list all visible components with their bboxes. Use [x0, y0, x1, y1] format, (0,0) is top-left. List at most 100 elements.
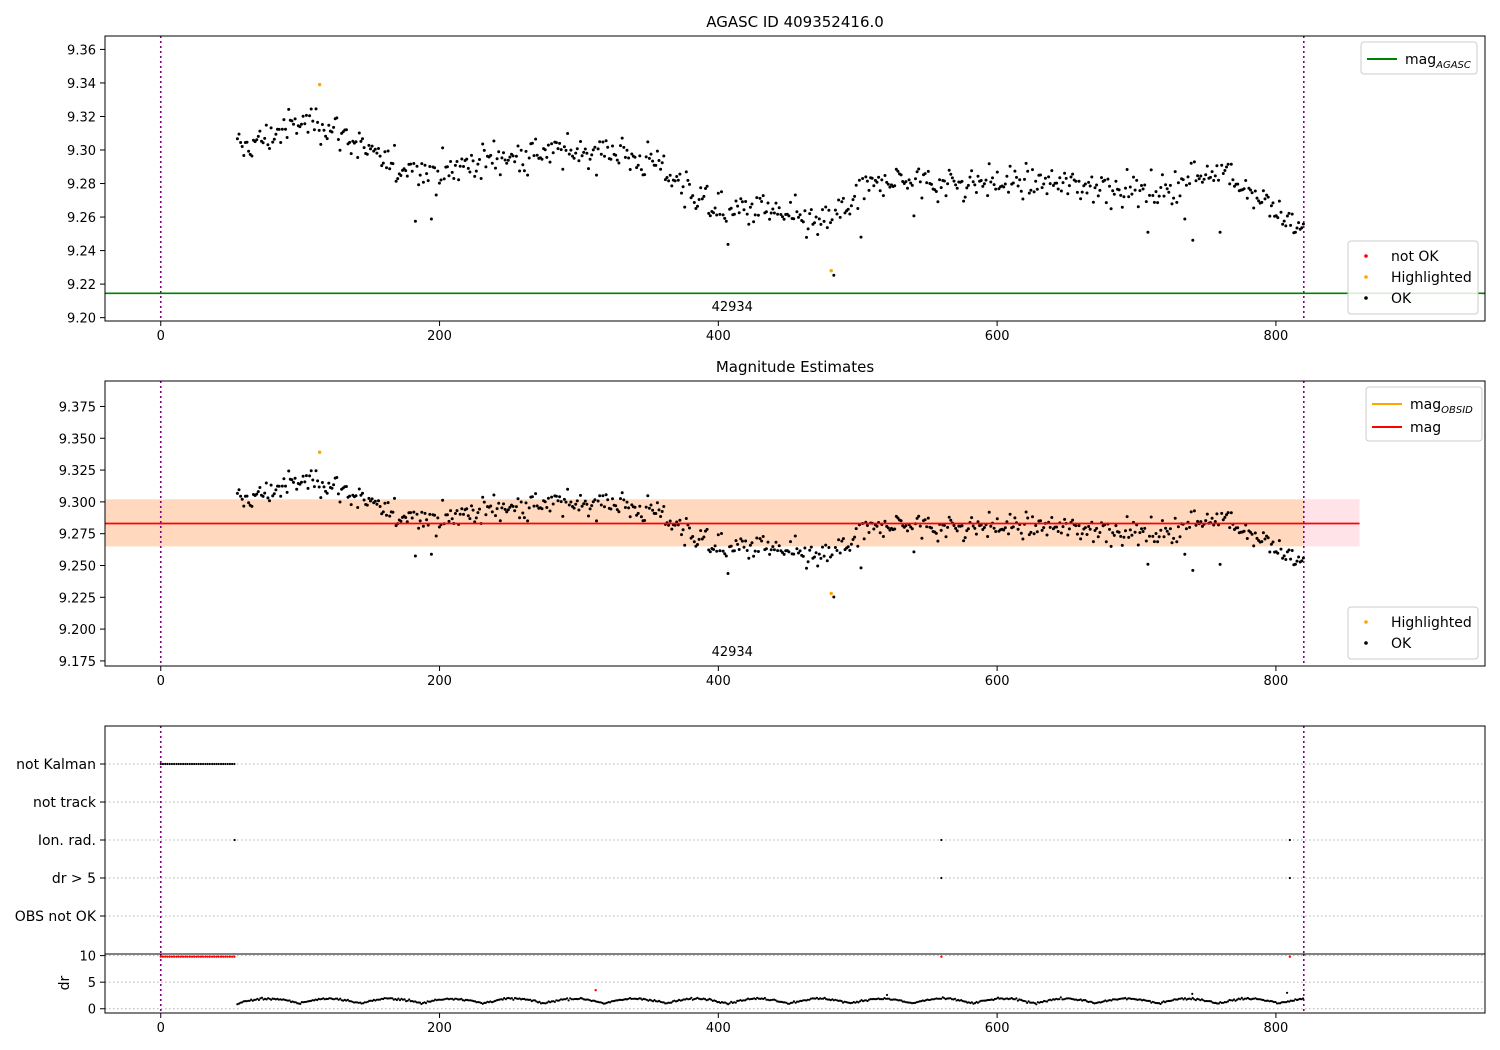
ok-point	[599, 152, 603, 156]
ok-point	[1287, 211, 1291, 215]
ok-point	[829, 221, 832, 225]
ok-point	[782, 217, 786, 221]
ok-point	[1117, 188, 1121, 192]
ok-point	[574, 151, 578, 155]
flag-point	[233, 838, 236, 842]
dr-point	[688, 997, 691, 1001]
ok-point	[473, 174, 477, 178]
dr-point	[1292, 999, 1295, 1002]
dr-point	[585, 998, 589, 1001]
ok-point	[465, 157, 469, 161]
y-tick-label: 9.325	[59, 464, 96, 479]
flag-points	[159, 762, 1291, 880]
ok-point	[354, 494, 358, 498]
ok-point	[1205, 164, 1209, 168]
legend-label: OK	[1391, 291, 1412, 307]
dr-point	[976, 1001, 980, 1004]
ok-point	[441, 146, 445, 150]
ok-point	[375, 151, 379, 155]
dr-point	[391, 997, 394, 1000]
ok-point	[768, 552, 772, 556]
ok-point	[409, 162, 413, 166]
flag-row-label: OBS not OK	[15, 909, 97, 925]
ok-point	[348, 494, 352, 498]
ok-point	[468, 517, 472, 521]
ok-point	[543, 500, 547, 504]
ok-point	[667, 523, 671, 527]
flag-point	[197, 762, 200, 766]
ok-point	[832, 595, 836, 599]
ok-point	[883, 519, 887, 523]
dr-point	[1082, 999, 1085, 1002]
ok-point	[1164, 183, 1168, 187]
ok-point	[625, 148, 629, 152]
ok-point	[505, 510, 509, 514]
legend-label: Highlighted	[1391, 615, 1472, 631]
ok-point	[1111, 189, 1115, 193]
ok-point	[481, 142, 485, 146]
dr-point	[940, 997, 943, 1000]
y-tick-label: 9.175	[59, 655, 96, 670]
ok-point	[1079, 537, 1083, 541]
dr-point	[566, 997, 569, 1000]
dr-point	[670, 1001, 673, 1004]
dr-clipped-point	[179, 955, 182, 958]
ok-point	[404, 516, 408, 519]
ok-point	[450, 517, 454, 521]
ok-point	[445, 513, 449, 517]
ok-point	[960, 524, 964, 528]
ok-point	[503, 158, 507, 162]
ok-point	[369, 499, 372, 503]
ok-point	[696, 204, 699, 208]
x-tick-label: 0	[157, 329, 165, 344]
flag-labels: not Kalman not track Ion. rad. dr > 5 OBS no…	[15, 757, 105, 925]
ok-point	[1293, 562, 1297, 566]
ok-point	[264, 123, 268, 127]
ok-point	[466, 514, 470, 518]
ok-point	[327, 123, 331, 127]
ok-point	[489, 504, 493, 508]
ok-point	[872, 184, 876, 188]
ok-point	[1133, 530, 1137, 534]
dr-point	[475, 1001, 478, 1004]
dr-point	[823, 996, 826, 1000]
ok-point	[595, 519, 598, 523]
dr-point	[1159, 1002, 1162, 1006]
ok-point	[939, 528, 943, 532]
ok-point	[886, 182, 890, 186]
ok-point	[954, 183, 958, 187]
ok-point	[1013, 516, 1017, 520]
x-tick-label: 800	[1263, 674, 1288, 689]
ok-point	[336, 138, 340, 141]
dr-point	[420, 1002, 423, 1006]
ok-point	[524, 149, 528, 153]
ok-point	[301, 474, 305, 478]
ok-point	[545, 506, 549, 509]
ok-point	[471, 159, 475, 163]
ok-point	[1293, 230, 1297, 234]
ok-point	[689, 196, 693, 200]
ok-point	[332, 483, 336, 487]
ok-point	[718, 212, 722, 216]
ok-point	[646, 494, 650, 498]
ok-point	[1266, 195, 1270, 199]
ok-point	[316, 120, 320, 124]
dr-clipped-point	[206, 955, 209, 958]
ok-point	[256, 134, 260, 138]
ok-point	[1083, 182, 1087, 186]
dr-point	[460, 997, 463, 1000]
ok-point	[825, 559, 829, 563]
ok-point	[1075, 532, 1079, 536]
ok-point	[678, 172, 682, 176]
ok-point	[550, 142, 554, 146]
ok-point	[729, 544, 733, 548]
ok-point	[789, 540, 792, 544]
ok-point	[926, 169, 930, 173]
dr-point	[668, 1001, 671, 1004]
ok-point	[284, 484, 287, 488]
ok-point	[513, 160, 517, 164]
ok-point	[314, 469, 318, 473]
ok-point	[1196, 519, 1200, 523]
ok-point	[910, 183, 914, 187]
ok-point	[683, 543, 687, 547]
